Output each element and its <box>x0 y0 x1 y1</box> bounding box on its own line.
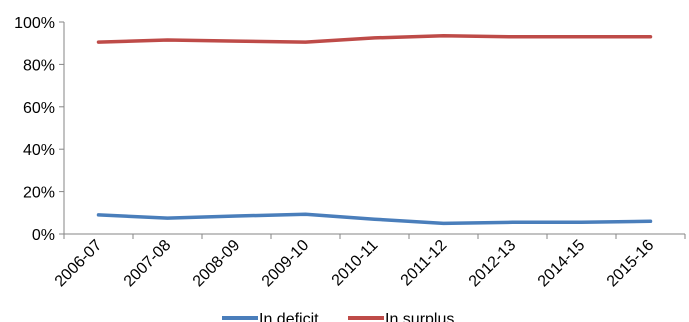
legend: In deficit In surplus <box>222 311 454 322</box>
legend-label-in-surplus: In surplus <box>385 311 454 322</box>
x-tick-label: 2011-12 <box>398 237 451 290</box>
series-line-in-surplus <box>96 34 653 44</box>
y-tick-label: 100% <box>14 15 55 32</box>
y-axis-ticks: 0% 20% 40% 60% 80% 100% <box>14 15 64 244</box>
x-tick-label: 2006-07 <box>52 237 106 291</box>
y-tick-label: 0% <box>32 227 55 244</box>
x-tick-label: 2014-15 <box>535 237 589 291</box>
series-lines <box>96 34 653 226</box>
y-tick-label: 20% <box>23 185 55 202</box>
x-tick-label: 2012-13 <box>466 237 520 291</box>
x-axis-ticks: 2006-07 2007-08 2008-09 2009-10 2010-11 2011-… <box>52 234 686 291</box>
x-tick-label: 2009-10 <box>259 237 313 291</box>
y-tick-label: 80% <box>23 57 55 74</box>
x-tick-label: 2010-11 <box>329 237 382 290</box>
y-tick-label: 60% <box>23 100 55 117</box>
series-line-in-deficit <box>96 212 653 226</box>
y-tick-label: 40% <box>23 142 55 159</box>
x-tick-label: 2007-08 <box>121 237 175 291</box>
x-tick-label: 2015-16 <box>604 237 658 291</box>
legend-label-in-deficit: In deficit <box>259 311 319 322</box>
x-tick-label: 2008-09 <box>190 237 244 291</box>
